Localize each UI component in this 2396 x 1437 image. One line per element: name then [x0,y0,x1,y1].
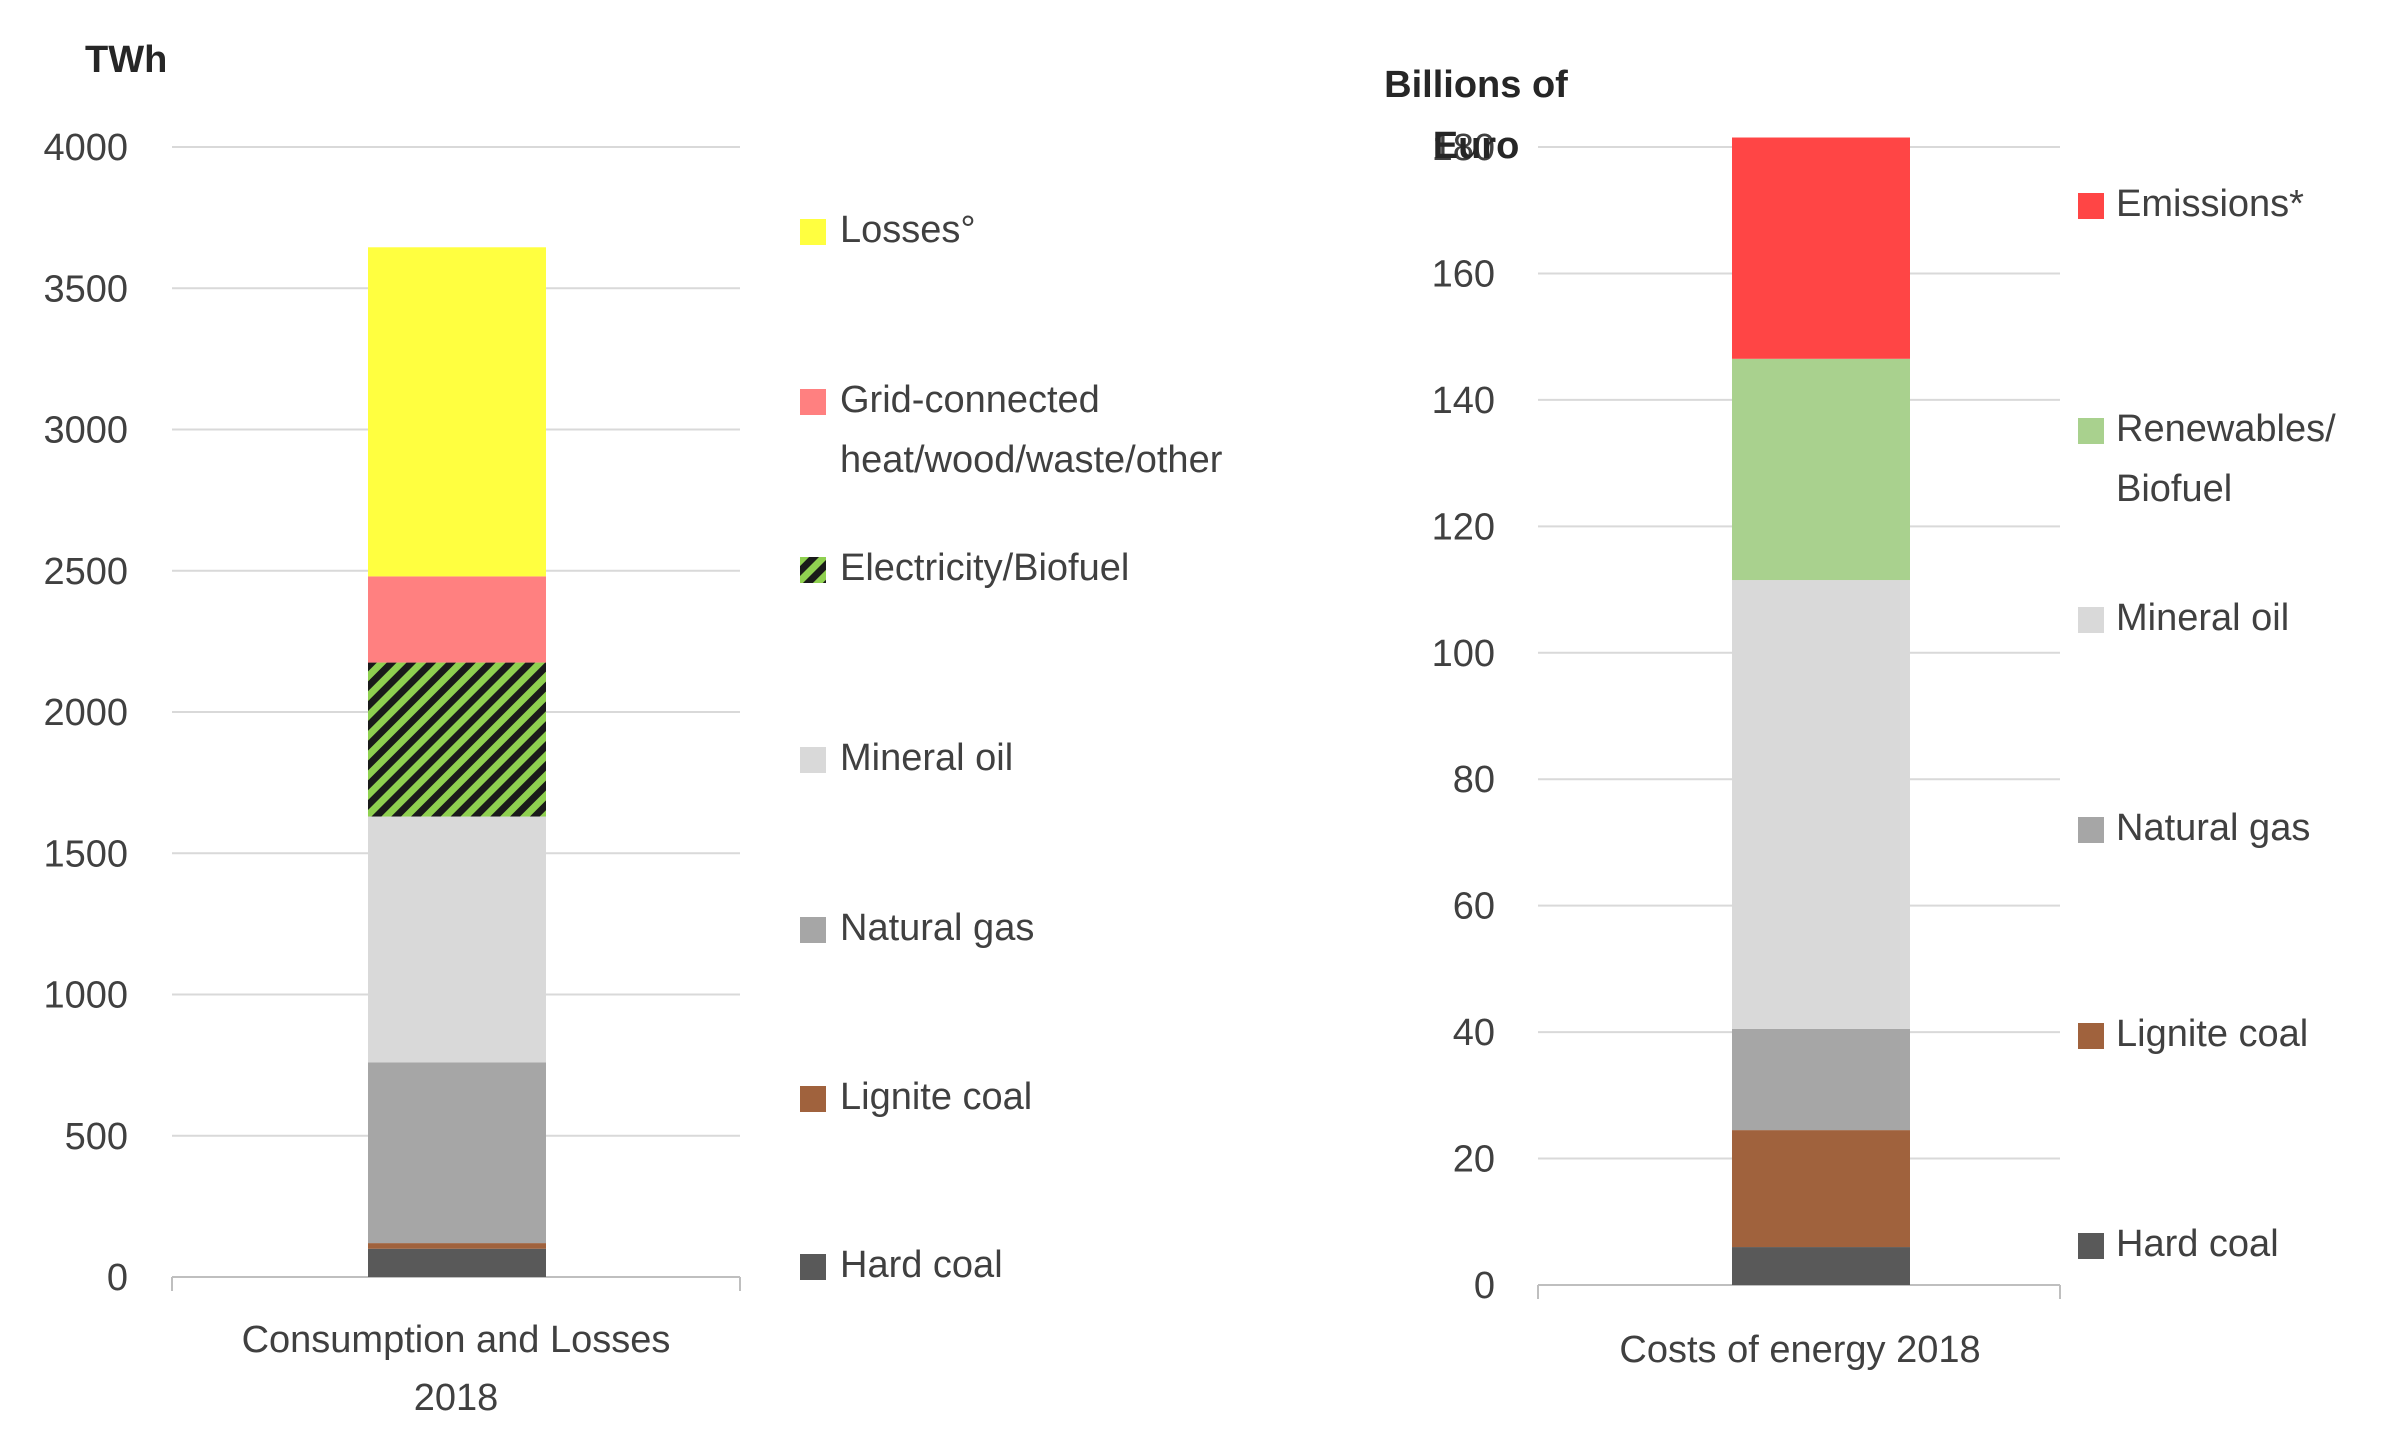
y-tick-label: 120 [1432,506,1495,548]
legend-swatch-natural-gas [2078,817,2104,843]
legend-label-renewables-biofuel: Biofuel [2116,468,2232,510]
legend-label-mineral-oil: Mineral oil [840,737,1013,779]
y-unit-label: TWh [85,39,167,81]
legend-label-mineral-oil: Mineral oil [2116,597,2289,639]
legend-label-natural-gas: Natural gas [2116,807,2310,849]
legend-swatch-electricity-biofuel [800,557,826,583]
legend-swatch-hard-coal [800,1254,826,1280]
legend-swatch-natural-gas [800,917,826,943]
y-tick-label: 40 [1453,1012,1495,1054]
bar-segment-lignite-coal [1732,1130,1910,1248]
bar-segment-grid-connected-heat-wood-waste-other [368,576,546,663]
y-unit-label: Euro [1433,125,1520,167]
bar-segment-natural-gas [1732,1028,1910,1131]
legend-label-emissions: Emissions* [2116,183,2304,225]
y-tick-label: 160 [1432,253,1495,295]
y-tick-label: 140 [1432,380,1495,422]
legend-swatch-lignite-coal [2078,1023,2104,1049]
legend-label-losses: Losses° [840,209,976,251]
y-tick-label: 20 [1453,1139,1495,1181]
chart-costs-of-energy: 0 20 40 60 80 100 120 140 160 180 Billions of Euro C… [1384,64,2336,1371]
legend-swatch-hard-coal [2078,1233,2104,1259]
legend-label-natural-gas: Natural gas [840,907,1034,949]
y-tick-label: 0 [1474,1265,1495,1307]
bar-segment-electricity-biofuel [368,662,546,817]
x-category-label: 2018 [414,1377,499,1419]
legend-label-grid-connected-heat-wood-waste-other: heat/wood/waste/other [840,439,1223,481]
y-tick-label: 2000 [43,692,128,734]
bar-segment-renewables-biofuel [1732,358,1910,581]
y-tick-label: 4000 [43,127,128,169]
legend-label-renewables-biofuel: Renewables/ [2116,408,2336,450]
y-tick-label: 1500 [43,833,128,875]
bar-segment-mineral-oil [1732,580,1910,1029]
bar-segment-emissions [1732,137,1910,359]
legend-swatch-grid-connected-heat-wood-waste-other [800,389,826,415]
y-tick-label: 80 [1453,759,1495,801]
legend-label-lignite-coal: Lignite coal [2116,1013,2308,1055]
bar-segment-hard-coal [1732,1247,1910,1285]
bar-segment-natural-gas [368,1062,546,1244]
legend-label-hard-coal: Hard coal [2116,1223,2279,1265]
legend-label-lignite-coal: Lignite coal [840,1076,1032,1118]
y-tick-label: 100 [1432,633,1495,675]
y-tick-label: 0 [107,1257,128,1299]
y-tick-label: 1000 [43,975,128,1017]
legend-swatch-losses [800,219,826,245]
legend-label-electricity-biofuel: Electricity/Biofuel [840,547,1129,589]
legend-label-hard-coal: Hard coal [840,1244,1003,1286]
x-category-label: Costs of energy 2018 [1619,1329,1980,1371]
y-tick-label: 500 [65,1116,128,1158]
y-tick-label: 3500 [43,268,128,310]
legend-swatch-emissions [2078,193,2104,219]
legend-label-grid-connected-heat-wood-waste-other: Grid-connected [840,379,1100,421]
y-tick-label: 2500 [43,551,128,593]
bar-segment-hard-coal [368,1248,546,1277]
bar-segment-mineral-oil [368,816,546,1063]
legend-swatch-mineral-oil [2078,607,2104,633]
y-tick-label: 3000 [43,410,128,452]
y-tick-label: 60 [1453,886,1495,928]
bar-segment-lignite-coal [368,1243,546,1249]
legend-swatch-lignite-coal [800,1086,826,1112]
chart-consumption-and-losses: 0 500 1000 1500 2000 2500 3000 3500 4000 TWh Consu… [43,39,1222,1419]
bar-segment-losses [368,247,546,577]
x-category-label: Consumption and Losses [242,1319,671,1361]
legend-swatch-mineral-oil [800,747,826,773]
legend-swatch-renewables-biofuel [2078,418,2104,444]
y-unit-label: Billions of [1384,64,1568,106]
y-tick-label: 180 [1432,127,1495,169]
